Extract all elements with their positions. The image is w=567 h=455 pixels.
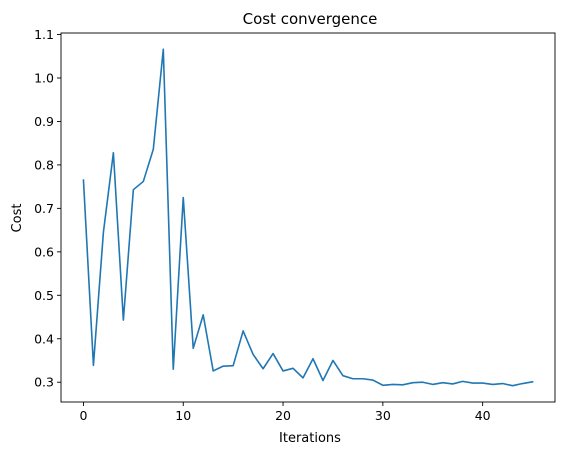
x-tick-label: 40 — [475, 408, 491, 423]
y-tick-label: 0.5 — [34, 288, 54, 303]
plot-area: 0 10 20 30 40 0.3 0.4 0.5 0.6 0.7 0.8 0.9 1.0 1.1 — [34, 27, 556, 423]
y-tick-label: 0.4 — [34, 331, 54, 346]
y-axis-label: Cost — [10, 204, 25, 233]
x-tick-label: 30 — [375, 408, 391, 423]
y-tick-label: 0.8 — [34, 157, 54, 172]
y-tick-label: 0.9 — [34, 114, 54, 129]
y-tick-label: 0.6 — [34, 244, 54, 259]
x-axis-label: Iterations — [279, 431, 341, 446]
x-tick-label: 0 — [79, 408, 87, 423]
chart-title: Cost convergence — [243, 10, 378, 28]
y-tick-label: 0.3 — [34, 375, 54, 390]
series-line — [82, 48, 534, 387]
y-tick-label: 1.1 — [34, 27, 54, 42]
y-tick-label: 0.7 — [34, 201, 54, 216]
x-tick-label: 20 — [275, 408, 291, 423]
y-tick-label: 1.0 — [34, 70, 54, 85]
axes-frame — [60, 32, 556, 403]
x-tick-label: 10 — [175, 408, 191, 423]
